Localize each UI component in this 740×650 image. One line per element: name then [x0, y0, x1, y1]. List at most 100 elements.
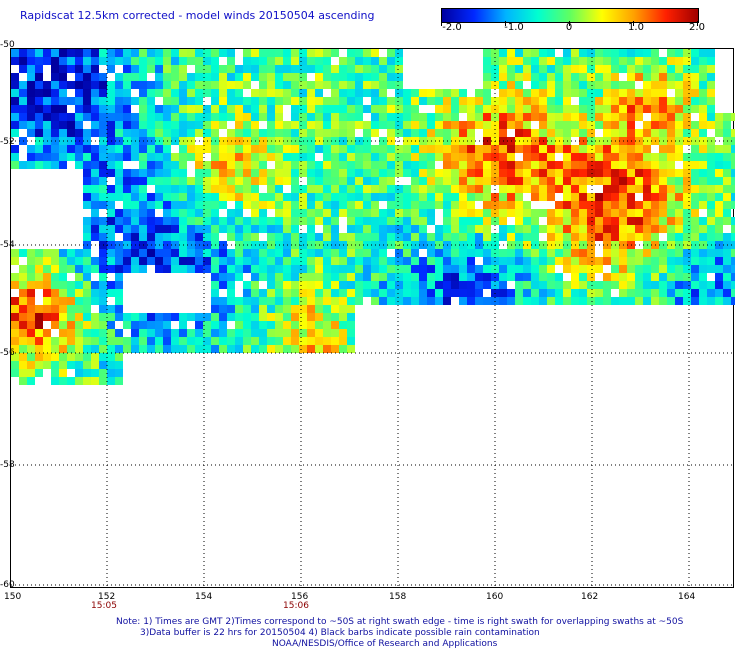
grid-cell [243, 129, 251, 137]
grid-cell [579, 49, 587, 57]
grid-cell [267, 129, 275, 137]
grid-cell [363, 209, 371, 217]
grid-cell [643, 153, 651, 161]
grid-cell [667, 249, 675, 257]
grid-cell [299, 233, 307, 241]
grid-cell [427, 113, 435, 121]
grid-cell [659, 257, 667, 265]
lat-label: -52 [0, 137, 15, 147]
grid-cell [307, 121, 315, 129]
grid-cell [27, 81, 35, 89]
grid-cell [667, 113, 675, 121]
grid-cell [283, 321, 291, 329]
grid-cell [395, 121, 403, 129]
grid-cell [83, 81, 91, 89]
grid-cell [419, 281, 427, 289]
grid-cell [403, 265, 411, 273]
grid-cell [35, 281, 43, 289]
grid-cell [731, 297, 735, 305]
grid-cell [371, 145, 379, 153]
grid-cell [11, 313, 19, 321]
grid-cell [51, 97, 59, 105]
grid-cell [195, 249, 203, 257]
grid-cell [11, 129, 19, 137]
grid-cell [507, 89, 515, 97]
grid-cell [651, 97, 659, 105]
grid-cell [91, 177, 99, 185]
grid-cell [195, 65, 203, 73]
grid-cell [291, 281, 299, 289]
grid-cell [395, 169, 403, 177]
grid-cell [91, 121, 99, 129]
grid-cell [251, 257, 259, 265]
grid-cell [499, 209, 507, 217]
grid-cell [347, 233, 355, 241]
grid-cell [651, 297, 659, 305]
grid-cell [331, 97, 339, 105]
grid-cell [259, 177, 267, 185]
grid-cell [99, 289, 107, 297]
grid-cell [35, 321, 43, 329]
grid-cell [539, 145, 547, 153]
grid-cell [339, 161, 347, 169]
grid-cell [531, 153, 539, 161]
grid-cell [363, 89, 371, 97]
grid-cell [523, 169, 531, 177]
grid-cell [155, 185, 163, 193]
grid-cell [651, 73, 659, 81]
grid-cell [251, 201, 259, 209]
grid-cell [59, 105, 67, 113]
grid-cell [355, 81, 363, 89]
grid-cell [131, 121, 139, 129]
grid-cell [411, 217, 419, 225]
grid-cell [251, 185, 259, 193]
grid-cell [411, 225, 419, 233]
grid-cell [243, 201, 251, 209]
grid-cell [171, 217, 179, 225]
grid-cell [75, 321, 83, 329]
grid-cell [107, 377, 115, 385]
grid-cell [219, 49, 227, 57]
grid-cell [315, 121, 323, 129]
grid-cell [27, 57, 35, 65]
grid-cell [731, 185, 735, 193]
grid-cell [715, 169, 723, 177]
grid-cell [563, 105, 571, 113]
grid-cell [291, 289, 299, 297]
grid-cell [643, 65, 651, 73]
grid-cell [475, 89, 483, 97]
grid-cell [211, 281, 219, 289]
grid-cell [507, 297, 515, 305]
grid-cell [363, 161, 371, 169]
grid-cell [315, 257, 323, 265]
grid-cell [27, 73, 35, 81]
grid-cell [315, 73, 323, 81]
grid-cell [443, 257, 451, 265]
grid-cell [587, 113, 595, 121]
grid-cell [267, 169, 275, 177]
grid-cell [467, 105, 475, 113]
grid-cell [507, 201, 515, 209]
grid-cell [347, 185, 355, 193]
grid-cell [27, 361, 35, 369]
grid-cell [83, 145, 91, 153]
grid-cell [419, 233, 427, 241]
grid-cell [75, 353, 83, 361]
grid-cell [195, 185, 203, 193]
grid-cell [443, 97, 451, 105]
grid-cell [403, 289, 411, 297]
grid-cell [683, 105, 691, 113]
grid-cell [235, 129, 243, 137]
grid-cell [683, 289, 691, 297]
grid-cell [299, 337, 307, 345]
grid-cell [291, 121, 299, 129]
grid-cell [291, 81, 299, 89]
grid-cell [315, 185, 323, 193]
grid-cell [251, 129, 259, 137]
grid-cell [507, 73, 515, 81]
grid-cell [483, 153, 491, 161]
grid-cell [27, 345, 35, 353]
grid-cell [619, 257, 627, 265]
grid-cell [347, 97, 355, 105]
grid-cell [243, 185, 251, 193]
